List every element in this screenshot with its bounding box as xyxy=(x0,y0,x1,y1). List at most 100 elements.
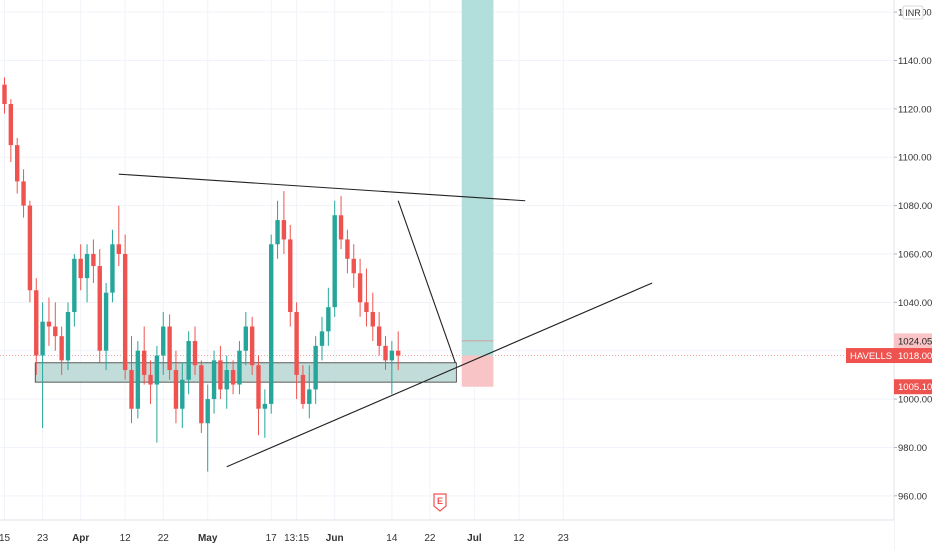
price-tick-label: 1120.00 xyxy=(898,104,932,115)
price-labels: 1024.05 1018.00 HAVELLS 1005.10 xyxy=(846,333,932,395)
grid-lines xyxy=(0,0,894,520)
price-axis[interactable]: 960.00980.001000.001020.001040.001060.00… xyxy=(893,0,932,550)
falling-trendline[interactable] xyxy=(397,200,456,363)
current-price-label-bg xyxy=(894,348,932,364)
candle-body xyxy=(345,239,350,259)
lower-trendline[interactable] xyxy=(226,282,653,468)
stop-top-price-label-text: 1024.05 xyxy=(898,336,932,347)
time-tick-label: 23 xyxy=(558,533,570,544)
candle-body xyxy=(53,326,58,337)
candle-body xyxy=(8,104,14,146)
time-tick-label: Jun xyxy=(326,533,344,544)
price-tick-label: 1140.00 xyxy=(898,56,932,67)
candle-body xyxy=(78,258,83,279)
candle-body xyxy=(15,145,20,182)
time-tick-label: 12 xyxy=(120,533,132,544)
candle-body xyxy=(370,312,375,327)
candle-body xyxy=(275,220,280,245)
event-markers[interactable]: E xyxy=(433,493,447,512)
price-tick-label: 1100.00 xyxy=(898,153,932,164)
candle-body xyxy=(122,253,128,371)
candle-body xyxy=(389,350,395,361)
candle-body xyxy=(338,215,344,240)
time-tick-label: Jul xyxy=(467,533,482,544)
candle-body xyxy=(237,350,242,385)
candle-body xyxy=(269,244,274,404)
candle-body xyxy=(351,258,356,274)
candle-body xyxy=(396,350,401,356)
candle-body xyxy=(211,360,217,400)
candle-body xyxy=(218,360,223,390)
time-tick-label: 22 xyxy=(424,533,436,544)
time-tick-label: 12 xyxy=(513,533,525,544)
stop-price-label: 1005.10 xyxy=(894,379,932,395)
candle-body xyxy=(230,370,236,385)
earnings-marker-icon[interactable] xyxy=(433,493,447,512)
candle-body xyxy=(192,341,198,366)
currency-label: INR xyxy=(905,8,921,18)
candle-body xyxy=(161,326,166,356)
time-tick-label: 23 xyxy=(37,533,49,544)
symbol-label: HAVELLS xyxy=(846,348,894,364)
price-tick-label: 1060.00 xyxy=(898,249,932,260)
trendlines[interactable] xyxy=(118,173,653,468)
candle-body xyxy=(357,273,363,303)
symbol-label-text: HAVELLS xyxy=(850,351,892,362)
candle-body xyxy=(300,374,306,404)
price-tick-label: 980.00 xyxy=(898,443,927,454)
candle-body xyxy=(173,370,179,409)
support-zone-rectangle[interactable] xyxy=(34,362,457,383)
candle-body xyxy=(186,341,191,380)
long-position-stop-zone[interactable] xyxy=(461,355,494,387)
candle-body xyxy=(243,326,248,351)
candle-body xyxy=(313,345,318,390)
candle-body xyxy=(205,399,210,424)
time-axis[interactable]: 15 23 Apr 12 22 May 17 13:15 Jun 14 22 Jul 12 23 xyxy=(0,519,894,550)
candle-body xyxy=(135,350,141,409)
candle-body xyxy=(224,370,229,390)
candle-body xyxy=(2,84,7,104)
candle-body xyxy=(116,244,121,254)
candle-body xyxy=(72,258,77,312)
candle-body xyxy=(364,302,369,312)
time-tick-label: Apr xyxy=(72,533,89,544)
candle-body xyxy=(319,331,325,346)
candlestick-series xyxy=(2,77,401,472)
symbol-label-bg xyxy=(846,348,894,364)
stop-top-price-label: 1024.05 xyxy=(894,333,932,349)
currency-badge[interactable] xyxy=(902,5,924,20)
candle-body xyxy=(332,215,337,308)
candle-body xyxy=(383,345,388,361)
price-tick-label: 960.00 xyxy=(898,491,927,502)
current-price-label-text: 1018.00 xyxy=(898,351,932,362)
candle-body xyxy=(376,326,382,346)
candle-body xyxy=(103,292,109,351)
candle-body xyxy=(59,336,64,361)
long-position-target-zone[interactable] xyxy=(461,0,494,356)
candle-body xyxy=(97,266,102,351)
candle-body xyxy=(288,239,293,312)
candle-body xyxy=(199,365,204,424)
candle-body xyxy=(84,253,90,279)
candle-body xyxy=(262,403,268,409)
candle-body xyxy=(142,350,147,375)
candle-body xyxy=(129,370,134,409)
current-price-label: 1018.00 xyxy=(894,348,932,364)
candle-body xyxy=(180,379,185,409)
time-tick-label: 15 xyxy=(0,533,10,544)
price-tick-label: 1000.00 xyxy=(898,395,932,406)
candle-body xyxy=(27,205,33,291)
drawing-tools[interactable] xyxy=(34,0,494,387)
time-tick-label: 17 xyxy=(266,533,278,544)
stop-price-label-text: 1005.10 xyxy=(898,382,932,393)
price-tick-label: 1040.00 xyxy=(898,298,932,309)
candle-body xyxy=(326,307,331,332)
candle-body xyxy=(294,312,299,375)
candle-body xyxy=(21,181,26,206)
earnings-marker-label: E xyxy=(437,496,443,506)
candle-body xyxy=(249,326,255,366)
upper-trendline[interactable] xyxy=(118,173,526,202)
time-axis-background xyxy=(0,520,894,550)
